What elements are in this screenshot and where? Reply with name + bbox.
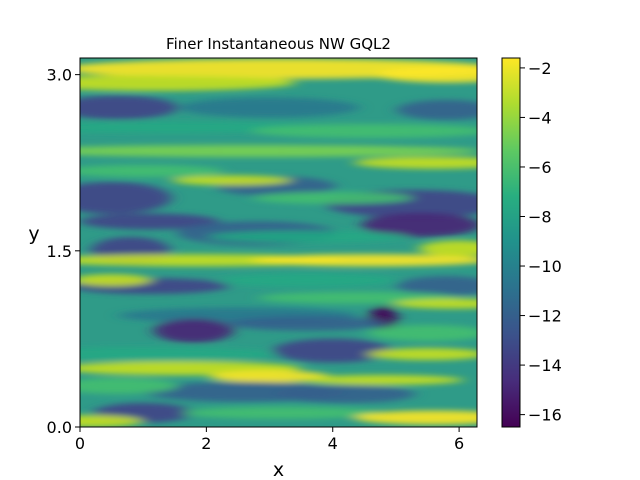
heatmap-streak (179, 97, 360, 118)
y-axis-label: y (28, 223, 39, 245)
y-tick-label: 3.0 (47, 66, 72, 85)
heatmap-streak (182, 406, 383, 419)
heatmap-streak (252, 191, 413, 204)
heatmap-streak (171, 175, 292, 186)
heatmap-streak (80, 377, 178, 394)
heatmap-field (80, 58, 477, 427)
colorbar-ticks: −2 −4 −6 −8 −10 −12 −14 −16 (520, 59, 562, 425)
heatmap-streak (209, 370, 330, 383)
x-tick-label: 2 (201, 434, 211, 453)
y-axis: 0.0 1.5 3.0 (47, 66, 80, 437)
colorbar-tick-label: −6 (528, 158, 552, 177)
colorbar-gradient (502, 58, 520, 427)
colorbar-tick-label: −4 (528, 108, 552, 127)
heatmap-streak (80, 274, 152, 287)
heatmap-plot-area (80, 58, 477, 427)
colorbar-tick-label: −2 (528, 59, 552, 78)
y-tick-label: 0.0 (47, 418, 72, 437)
heatmap-streak (392, 298, 477, 309)
heatmap-streak (361, 212, 477, 237)
heatmap-streak (272, 338, 393, 363)
heatmap-streak (250, 254, 477, 267)
heatmap-streak (80, 347, 284, 362)
heatmap-streak (419, 240, 477, 257)
colorbar-tick-label: −12 (528, 307, 562, 326)
heatmap-streak (80, 144, 477, 157)
heatmap-streak (80, 164, 224, 177)
x-tick-label: 0 (75, 434, 85, 453)
x-axis: 0 2 4 6 (75, 427, 464, 453)
heatmap-streak (376, 66, 477, 83)
colorbar: −2 −4 −6 −8 −10 −12 −14 −16 (501, 57, 562, 428)
heatmap-streak (80, 181, 172, 214)
heatmap-streak (153, 318, 234, 343)
heatmap-streak (80, 213, 220, 230)
chart-title: Finer Instantaneous NW GQL2 (166, 35, 391, 53)
heatmap-streak (367, 325, 477, 342)
heatmap-streak (250, 124, 477, 139)
heatmap-streak (353, 410, 477, 425)
x-axis-label: x (273, 459, 284, 480)
heatmap-streak (303, 375, 464, 386)
x-tick-label: 6 (454, 434, 464, 453)
heatmap-streak (227, 316, 388, 331)
heatmap-streak (80, 415, 143, 427)
x-tick-label: 4 (328, 434, 338, 453)
colorbar-tick-label: −16 (528, 406, 562, 425)
colorbar-tick-label: −14 (528, 356, 562, 375)
heatmap-streak (396, 99, 477, 120)
heatmap-streak (207, 230, 408, 243)
heatmap-streak (275, 385, 416, 404)
colorbar-tick-label: −10 (528, 257, 562, 276)
heatmap-streak (367, 348, 477, 361)
plot-frame (79, 57, 478, 428)
heatmap-streak (353, 156, 477, 169)
heatmap-streak (80, 74, 296, 91)
heatmap-streak (217, 273, 398, 288)
y-tick-label: 1.5 (47, 242, 72, 261)
colorbar-tick-label: −8 (528, 207, 552, 226)
colorbar-border (501, 57, 521, 428)
heatmap-streak (80, 95, 178, 120)
heatmap-streak (396, 276, 477, 297)
